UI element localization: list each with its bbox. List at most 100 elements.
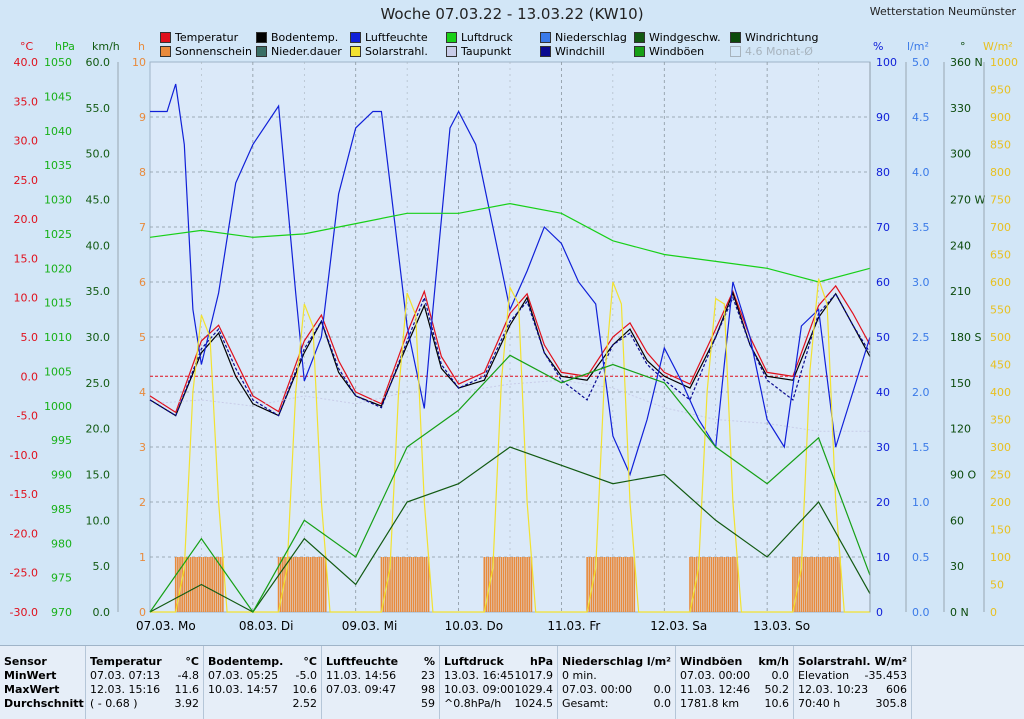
sunshine-bar bbox=[706, 557, 708, 612]
tick-label-pressure: 980 bbox=[51, 537, 72, 550]
sunshine-bar bbox=[209, 557, 211, 612]
stats-cell: 07.03. 00:00 0.0 bbox=[680, 669, 789, 683]
tick-label-pressure: 1015 bbox=[44, 297, 72, 310]
stats-column: Bodentemp. °C 07.03. 05:25 -5.0 10.03. 14:57… bbox=[204, 646, 322, 719]
stats-cell: 70:40 h 305.8 bbox=[798, 697, 907, 711]
legend-item[interactable]: Windböen bbox=[634, 45, 704, 58]
tick-label-pressure: 1025 bbox=[44, 228, 72, 241]
stats-cell-label: 07.03. 07:13 bbox=[90, 669, 161, 682]
stats-cell-value: 606 bbox=[886, 683, 907, 696]
sunshine-bar bbox=[511, 557, 513, 612]
x-day-label: 12.03. Sa bbox=[650, 619, 707, 633]
sunshine-bar bbox=[732, 557, 734, 612]
sunshine-bar bbox=[597, 557, 599, 612]
stats-cell-value: 50.2 bbox=[764, 683, 790, 696]
stats-cell-value: 11.6 bbox=[174, 683, 200, 696]
legend-item[interactable]: Niederschlag bbox=[540, 31, 627, 44]
stats-column-unit: km/h bbox=[758, 655, 789, 668]
axis-unit-temperature: °C bbox=[20, 40, 34, 53]
stats-sensor-column: Sensor MinWert MaxWert Durchschnitt bbox=[0, 646, 86, 719]
tick-label-wind: 35.0 bbox=[86, 285, 111, 298]
series-line-taupunkt bbox=[149, 379, 870, 432]
stats-cell: 2.52 bbox=[208, 697, 318, 711]
sunshine-bar bbox=[485, 557, 488, 612]
legend-swatch bbox=[540, 46, 551, 57]
legend-item[interactable]: Luftdruck bbox=[446, 31, 513, 44]
stats-cell-label: 07.03. 00:00 bbox=[562, 683, 633, 696]
stats-column-header: Temperatur °C bbox=[90, 655, 199, 669]
sunshine-bar bbox=[314, 557, 316, 612]
stats-cell-value: -4.8 bbox=[177, 669, 199, 682]
sunshine-bar bbox=[312, 557, 314, 612]
sunshine-bar bbox=[794, 557, 796, 612]
sunshine-bar bbox=[425, 557, 428, 612]
tick-label-direction: 240 bbox=[950, 239, 971, 252]
stats-cell-value: 0.0 bbox=[771, 669, 790, 682]
sunshine-bar bbox=[187, 557, 190, 612]
legend-item[interactable]: 4.6 Monat-Ø bbox=[730, 45, 813, 58]
sunshine-bar bbox=[324, 557, 327, 612]
legend-swatch bbox=[256, 32, 267, 43]
sunshine-bar bbox=[382, 557, 385, 612]
sunshine-bar bbox=[629, 557, 631, 612]
tick-label-pressure: 1020 bbox=[44, 262, 72, 275]
stats-column: Windböen km/h 07.03. 00:00 0.0 11.03. 12:46 5… bbox=[676, 646, 794, 719]
axis-unit-wind: km/h bbox=[92, 40, 120, 53]
tick-label-wind: 40.0 bbox=[86, 239, 111, 252]
legend-item[interactable]: Temperatur bbox=[160, 31, 238, 44]
stats-cell: 11.03. 14:56 23 bbox=[326, 669, 435, 683]
tick-label-solar: 700 bbox=[990, 221, 1011, 234]
sunshine-bar bbox=[487, 557, 490, 612]
stats-cell-value: 23 bbox=[421, 669, 435, 682]
legend-item[interactable]: Taupunkt bbox=[446, 45, 511, 58]
sunshine-bar bbox=[384, 557, 387, 612]
tick-label-temperature: -10.0 bbox=[10, 449, 38, 462]
legend-item[interactable]: Bodentemp. bbox=[256, 31, 338, 44]
sunshine-bar bbox=[277, 557, 280, 612]
legend-item[interactable]: Nieder.dauer bbox=[256, 45, 342, 58]
series-line-windben bbox=[149, 354, 871, 614]
stats-column-header: Bodentemp. °C bbox=[208, 655, 317, 669]
tick-label-temperature: 30.0 bbox=[14, 135, 39, 148]
legend-swatch bbox=[634, 46, 645, 57]
tick-label-temperature: -5.0 bbox=[17, 410, 38, 423]
tick-label-pressure: 1010 bbox=[44, 331, 72, 344]
tick-label-solar: 900 bbox=[990, 111, 1011, 124]
sunshine-bar bbox=[494, 557, 496, 612]
tick-label-temperature: -30.0 bbox=[10, 606, 38, 619]
tick-label-solar: 750 bbox=[990, 194, 1011, 207]
tick-label-pressure: 970 bbox=[51, 606, 72, 619]
sunshine-bar bbox=[607, 557, 610, 612]
sunshine-bar bbox=[284, 557, 286, 612]
sunshine-bar bbox=[404, 557, 406, 612]
stats-cell-label: 07.03. 05:25 bbox=[208, 669, 279, 682]
legend-item[interactable]: Solarstrahl. bbox=[350, 45, 428, 58]
axis-unit-pressure: hPa bbox=[55, 40, 75, 53]
tick-label-hours: 1 bbox=[139, 551, 146, 564]
sunshine-bar bbox=[522, 557, 524, 612]
stats-column-header: Windböen km/h bbox=[680, 655, 789, 669]
tick-label-precip: 2.5 bbox=[912, 331, 930, 344]
sunshine-bar bbox=[727, 557, 730, 612]
tick-label-hours: 4 bbox=[139, 386, 146, 399]
sunshine-bar bbox=[633, 557, 636, 612]
sunshine-bar bbox=[406, 557, 408, 612]
legend-item[interactable]: Windgeschw. bbox=[634, 31, 721, 44]
tick-label-hours: 6 bbox=[139, 276, 146, 289]
sunshine-bar bbox=[279, 557, 282, 612]
axis-unit-humidity: % bbox=[873, 40, 883, 53]
legend-item[interactable]: Sonnenschein bbox=[160, 45, 252, 58]
tick-label-direction: 330 bbox=[950, 102, 971, 115]
legend-item[interactable]: Windrichtung bbox=[730, 31, 818, 44]
sunshine-bar bbox=[408, 557, 411, 612]
sunshine-bar bbox=[301, 557, 303, 612]
sunshine-bar bbox=[717, 557, 719, 612]
legend-item[interactable]: Windchill bbox=[540, 45, 605, 58]
legend-item[interactable]: Luftfeuchte bbox=[350, 31, 428, 44]
stats-cell-label: 70:40 h bbox=[798, 697, 841, 710]
tick-label-wind: 10.0 bbox=[86, 514, 111, 527]
tick-label-solar: 500 bbox=[990, 331, 1011, 344]
sunshine-bar bbox=[498, 557, 501, 612]
tick-label-precip: 4.5 bbox=[912, 111, 930, 124]
sunshine-bar bbox=[609, 557, 612, 612]
